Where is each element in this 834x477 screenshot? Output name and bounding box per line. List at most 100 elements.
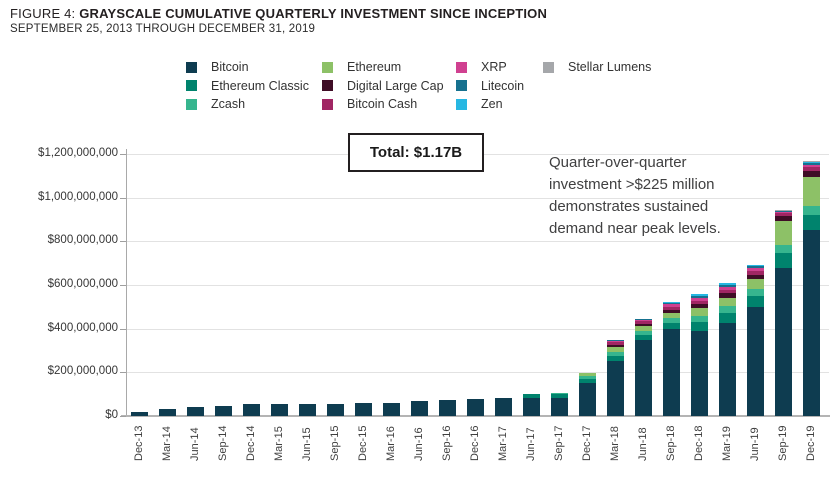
legend-label: Ethereum Classic bbox=[211, 78, 309, 93]
annotation-line: demonstrates sustained bbox=[549, 198, 709, 215]
bar-segment-digital-large-cap bbox=[663, 309, 680, 313]
legend-label: Bitcoin bbox=[211, 60, 249, 75]
x-axis-label: Sep-15 bbox=[329, 425, 341, 461]
zcash-swatch-icon bbox=[186, 98, 197, 110]
legend-item-xrp: XRP bbox=[456, 58, 524, 77]
bar-segment-bitcoin bbox=[495, 397, 512, 416]
bar-segment-ethereum-classic bbox=[523, 393, 540, 399]
figure-title-text: GRAYSCALE CUMULATIVE QUARTERLY INVESTMEN… bbox=[79, 6, 548, 21]
bar-segment-bitcoin-cash bbox=[663, 307, 680, 310]
bar-segment-zen bbox=[775, 210, 792, 211]
bar-segment-litecoin bbox=[747, 266, 764, 269]
x-axis-label: Mar-19 bbox=[721, 426, 733, 461]
x-axis-label: Dec-16 bbox=[469, 425, 481, 461]
bar-segment-stellar-lumens bbox=[803, 160, 820, 162]
legend-column: Ethereum Digital Large Cap Bitcoin Cash bbox=[322, 58, 444, 114]
bar-segment-xrp bbox=[775, 211, 792, 214]
bitcoin-cash-swatch-icon bbox=[322, 98, 333, 110]
x-axis-label: Dec-17 bbox=[581, 425, 593, 461]
total-box: Total: $1.17B bbox=[348, 133, 484, 172]
bar-segment-ethereum bbox=[663, 312, 680, 319]
bar-segment-bitcoin bbox=[159, 409, 176, 416]
bar-segment-ethereum bbox=[803, 176, 820, 207]
bar-segment-xrp bbox=[691, 297, 708, 301]
bar-segment-litecoin bbox=[719, 285, 736, 287]
x-axis-label: Dec-13 bbox=[133, 425, 145, 461]
bar-segment-bitcoin bbox=[523, 398, 540, 416]
gridline bbox=[127, 328, 829, 330]
bar-segment-bitcoin-cash bbox=[803, 167, 820, 172]
bar-segment-xrp bbox=[607, 340, 624, 343]
bar-segment-bitcoin bbox=[131, 412, 148, 416]
x-axis-label: Mar-17 bbox=[497, 426, 509, 461]
bar-segment-bitcoin-cash bbox=[719, 290, 736, 294]
x-axis-label: Sep-14 bbox=[217, 425, 229, 461]
bar-segment-xrp bbox=[635, 319, 652, 322]
x-axis-label: Sep-19 bbox=[777, 425, 789, 461]
bar-segment-ethereum bbox=[691, 308, 708, 316]
x-axis-label: Jun-17 bbox=[525, 427, 537, 461]
litecoin-swatch-icon bbox=[456, 80, 467, 92]
bar-segment-digital-large-cap bbox=[691, 304, 708, 309]
bar-segment-bitcoin bbox=[691, 330, 708, 416]
stellar-lumens-swatch-icon bbox=[543, 61, 554, 73]
y-axis-tick bbox=[120, 285, 126, 286]
x-axis-label: Mar-18 bbox=[609, 426, 621, 461]
legend-label: XRP bbox=[481, 60, 507, 75]
x-axis-label: Jun-15 bbox=[301, 427, 313, 461]
bar-segment-zcash bbox=[691, 316, 708, 323]
bar-segment-zcash bbox=[803, 206, 820, 216]
ethereum-swatch-icon bbox=[322, 61, 333, 73]
bar-segment-ethereum-classic bbox=[691, 322, 708, 331]
bar-segment-ethereum bbox=[719, 297, 736, 307]
bar-segment-xrp bbox=[747, 268, 764, 272]
bar-segment-ethereum-classic bbox=[663, 323, 680, 329]
x-axis-label: Jun-16 bbox=[413, 427, 425, 461]
bar-segment-digital-large-cap bbox=[607, 345, 624, 347]
y-axis-label: $600,000,000 bbox=[47, 278, 118, 290]
bar-segment-digital-large-cap bbox=[775, 215, 792, 221]
bar-segment-bitcoin bbox=[467, 399, 484, 416]
y-axis-label: $400,000,000 bbox=[47, 321, 118, 334]
bar-segment-zen bbox=[747, 264, 764, 267]
bar-segment-xrp bbox=[663, 304, 680, 308]
x-axis-label: Sep-18 bbox=[665, 425, 677, 461]
x-axis-label: Mar-15 bbox=[273, 426, 285, 461]
bar-segment-zen bbox=[803, 161, 820, 163]
annotation-line: Quarter-over-quarter bbox=[549, 154, 687, 171]
legend-item-digital-large-cap: Digital Large Cap bbox=[322, 77, 444, 96]
legend-label: Digital Large Cap bbox=[347, 78, 444, 93]
bar-segment-zen bbox=[663, 302, 680, 304]
legend-column: Bitcoin Ethereum Classic Zcash bbox=[186, 58, 309, 114]
legend-label: Stellar Lumens bbox=[568, 60, 652, 75]
bar-segment-digital-large-cap bbox=[803, 171, 820, 177]
bar-segment-zcash bbox=[635, 331, 652, 335]
x-axis-label: Dec-18 bbox=[693, 425, 705, 461]
x-axis-label: Sep-17 bbox=[553, 425, 565, 461]
bar-segment-bitcoin bbox=[299, 403, 316, 416]
bar-segment-ethereum-classic bbox=[551, 393, 568, 399]
bar-segment-bitcoin bbox=[803, 230, 820, 416]
bar-segment-ethereum-classic bbox=[747, 296, 764, 307]
zen-swatch-icon bbox=[456, 98, 467, 110]
gridline bbox=[127, 197, 829, 199]
bar-segment-bitcoin bbox=[271, 403, 288, 416]
bar-segment-bitcoin-cash bbox=[775, 213, 792, 216]
bar-segment-bitcoin bbox=[187, 407, 204, 416]
bar-segment-zcash bbox=[719, 306, 736, 313]
legend-item-stellar-lumens: Stellar Lumens bbox=[543, 58, 651, 77]
bar-segment-bitcoin bbox=[327, 403, 344, 416]
y-axis-label: $200,000,000 bbox=[47, 365, 118, 378]
bar-segment-litecoin bbox=[635, 318, 652, 320]
bar-segment-ethereum bbox=[635, 325, 652, 332]
bar-segment-bitcoin bbox=[775, 268, 792, 416]
bar-segment-digital-large-cap bbox=[635, 323, 652, 326]
bitcoin-swatch-icon bbox=[186, 61, 197, 73]
xrp-swatch-icon bbox=[456, 61, 467, 73]
bar-segment-bitcoin bbox=[663, 328, 680, 416]
bar-segment-ethereum-classic bbox=[803, 215, 820, 231]
bar-segment-ethereum-classic bbox=[719, 312, 736, 323]
bar-segment-zcash bbox=[775, 245, 792, 254]
bar-segment-bitcoin bbox=[411, 400, 428, 416]
bar-segment-bitcoin bbox=[215, 406, 232, 416]
